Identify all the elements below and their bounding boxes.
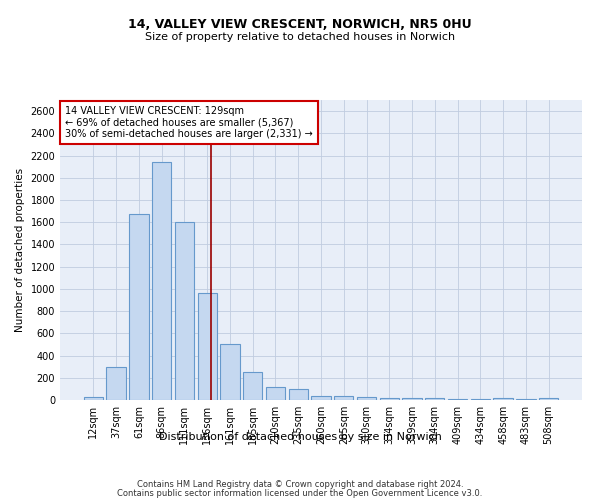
Bar: [197, 294, 217, 400]
Bar: [175, 222, 194, 400]
Bar: [357, 397, 376, 400]
Text: Distribution of detached houses by size in Norwich: Distribution of detached houses by size …: [158, 432, 442, 442]
Text: Size of property relative to detached houses in Norwich: Size of property relative to detached ho…: [145, 32, 455, 42]
Bar: [425, 398, 445, 400]
Text: 14 VALLEY VIEW CRESCENT: 129sqm
← 69% of detached houses are smaller (5,367)
30%: 14 VALLEY VIEW CRESCENT: 129sqm ← 69% of…: [65, 106, 313, 139]
Bar: [289, 389, 308, 400]
Bar: [266, 386, 285, 400]
Bar: [152, 162, 172, 400]
Bar: [334, 396, 353, 400]
Text: 14, VALLEY VIEW CRESCENT, NORWICH, NR5 0HU: 14, VALLEY VIEW CRESCENT, NORWICH, NR5 0…: [128, 18, 472, 30]
Bar: [380, 398, 399, 400]
Bar: [220, 344, 239, 400]
Bar: [448, 399, 467, 400]
Bar: [493, 398, 513, 400]
Bar: [311, 396, 331, 400]
Text: Contains HM Land Registry data © Crown copyright and database right 2024.: Contains HM Land Registry data © Crown c…: [137, 480, 463, 489]
Bar: [106, 366, 126, 400]
Bar: [539, 398, 558, 400]
Bar: [129, 214, 149, 400]
Text: Contains public sector information licensed under the Open Government Licence v3: Contains public sector information licen…: [118, 489, 482, 498]
Y-axis label: Number of detached properties: Number of detached properties: [15, 168, 25, 332]
Bar: [84, 397, 103, 400]
Bar: [403, 398, 422, 400]
Bar: [243, 372, 262, 400]
